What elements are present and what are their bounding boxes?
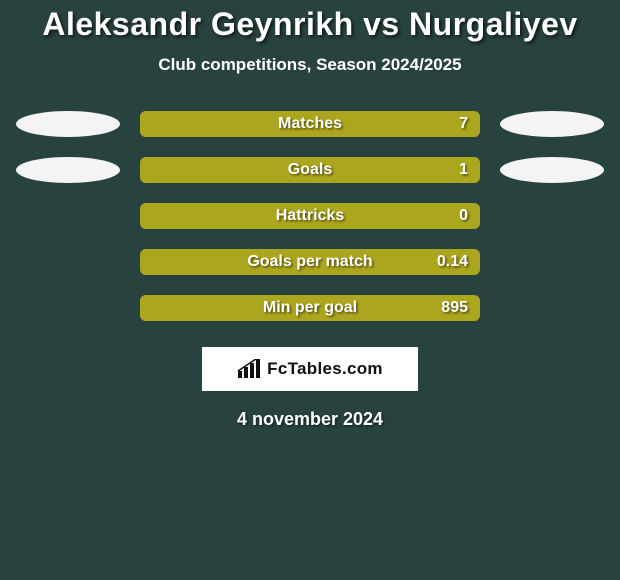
- stat-bar: Goals per match 0.14: [140, 249, 480, 275]
- stat-value: 895: [441, 295, 468, 321]
- stat-row: Hattricks 0: [0, 203, 620, 229]
- stat-row: Min per goal 895: [0, 295, 620, 321]
- stat-value: 0: [459, 203, 468, 229]
- stat-row: Matches 7: [0, 111, 620, 137]
- stat-bar: Matches 7: [140, 111, 480, 137]
- stat-label: Hattricks: [140, 203, 480, 229]
- right-pill: [500, 111, 604, 137]
- brand-badge: FcTables.com: [202, 347, 418, 391]
- comparison-infographic: Aleksandr Geynrikh vs Nurgaliyev Club co…: [0, 0, 620, 580]
- stat-label: Min per goal: [140, 295, 480, 321]
- footer-date: 4 november 2024: [0, 409, 620, 430]
- stat-row: Goals per match 0.14: [0, 249, 620, 275]
- bar-chart-icon: [237, 359, 261, 379]
- page-title: Aleksandr Geynrikh vs Nurgaliyev: [0, 0, 620, 43]
- stat-bar: Goals 1: [140, 157, 480, 183]
- stat-bar: Hattricks 0: [140, 203, 480, 229]
- stat-bar: Min per goal 895: [140, 295, 480, 321]
- brand-text: FcTables.com: [267, 359, 383, 379]
- stat-value: 7: [459, 111, 468, 137]
- stat-row: Goals 1: [0, 157, 620, 183]
- stat-rows: Matches 7 Goals 1 Hattricks 0: [0, 111, 620, 321]
- right-pill: [500, 157, 604, 183]
- stat-value: 1: [459, 157, 468, 183]
- left-pill: [16, 111, 120, 137]
- left-pill: [16, 157, 120, 183]
- stat-label: Goals per match: [140, 249, 480, 275]
- subtitle: Club competitions, Season 2024/2025: [0, 55, 620, 75]
- stat-value: 0.14: [437, 249, 468, 275]
- stat-label: Goals: [140, 157, 480, 183]
- stat-label: Matches: [140, 111, 480, 137]
